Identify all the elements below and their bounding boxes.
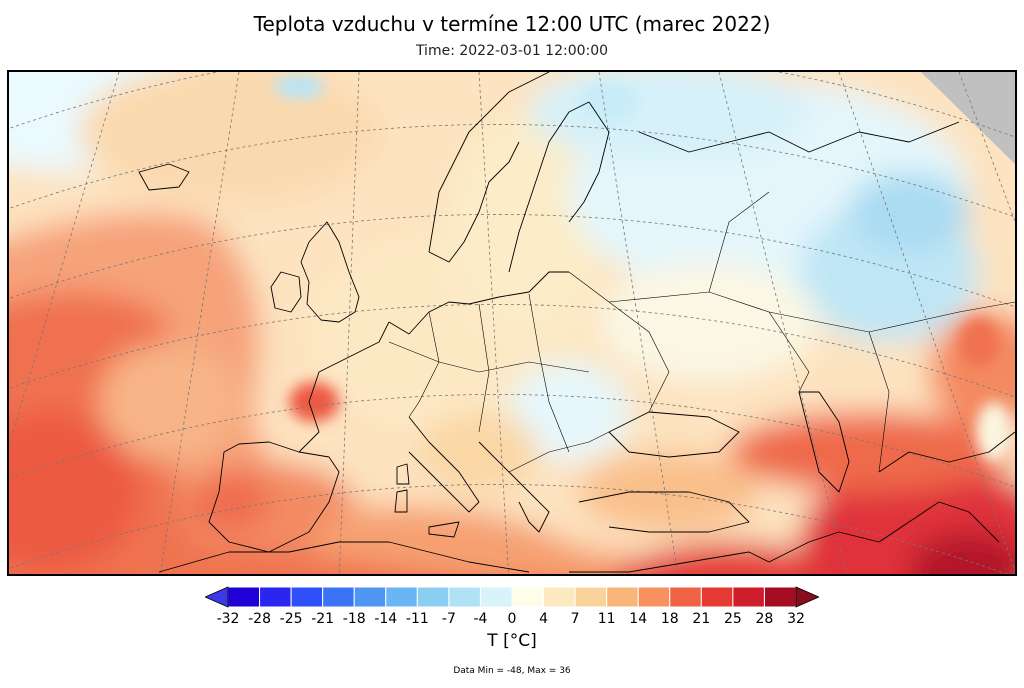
map-canvas [9, 72, 1015, 574]
colorbar-segment [227, 586, 261, 608]
colorbar-tick-label: 28 [755, 611, 774, 627]
map-title: Teplota vzduchu v termíne 12:00 UTC (mar… [253, 12, 771, 36]
colorbar-over-arrow [795, 586, 819, 608]
colorbar-tick-label: -18 [342, 611, 366, 627]
colorbar-tick-label: 14 [629, 611, 648, 627]
colorbar-segment [290, 586, 324, 608]
colorbar-tick-label: -21 [311, 611, 335, 627]
colorbar-tick-label: -11 [405, 611, 429, 627]
data-min-max: Data Min = -48, Max = 36 [453, 666, 571, 676]
colorbar-under-arrow [205, 586, 229, 608]
colorbar-segment [637, 586, 671, 608]
colorbar-segment [385, 586, 418, 608]
colorbar-segment [732, 586, 765, 608]
colorbar-segment [416, 586, 450, 608]
colorbar-tick-label: -28 [248, 611, 271, 627]
colorbar-segment [606, 586, 639, 608]
colorbar-tick-label: 21 [692, 611, 711, 627]
colorbar-segment [511, 586, 545, 608]
temperature-map[interactable] [7, 70, 1017, 576]
colorbar-tick-label: 25 [723, 611, 742, 627]
colorbar-tick-label: 32 [787, 611, 805, 627]
colorbar-segment [669, 586, 702, 608]
colorbar-segment [479, 586, 513, 608]
colorbar-unit-label: T [°C] [487, 631, 537, 651]
colorbar [205, 586, 819, 608]
colorbar-tick-label: 0 [507, 611, 517, 627]
colorbar-tick-label: -25 [279, 611, 303, 627]
colorbar-tick-label: 11 [597, 611, 616, 627]
colorbar-ticks: -32 -28 -25 -21 -18 -14 -11 -7 -4 0 4 7 11 14 18 21 25 28… [0, 611, 1024, 629]
colorbar-segment [322, 586, 355, 608]
colorbar-tick-label: -14 [374, 611, 398, 627]
colorbar-tick-label: 18 [660, 611, 679, 627]
colorbar-segments [227, 586, 797, 608]
map-time-subtitle: Time: 2022-03-01 12:00:00 [415, 43, 609, 59]
colorbar-segment [700, 586, 734, 608]
colorbar-segment [259, 586, 292, 608]
colorbar-segment [574, 586, 608, 608]
colorbar-tick-label: 4 [539, 611, 549, 627]
temperature-detail [274, 75, 1012, 462]
colorbar-segment [763, 586, 797, 608]
colorbar-tick-label: -4 [473, 611, 488, 627]
graticule [9, 72, 1015, 574]
colorbar-tick-label: 7 [570, 611, 580, 627]
temperature-field [9, 72, 1015, 574]
colorbar-segment [448, 586, 481, 608]
colorbar-tick-label: -7 [441, 611, 456, 627]
colorbar-tick-label: -32 [216, 611, 240, 627]
colorbar-segment [353, 586, 387, 608]
colorbar-segment [543, 586, 576, 608]
missing-data-area [921, 72, 1015, 164]
country-borders [388, 191, 1015, 473]
